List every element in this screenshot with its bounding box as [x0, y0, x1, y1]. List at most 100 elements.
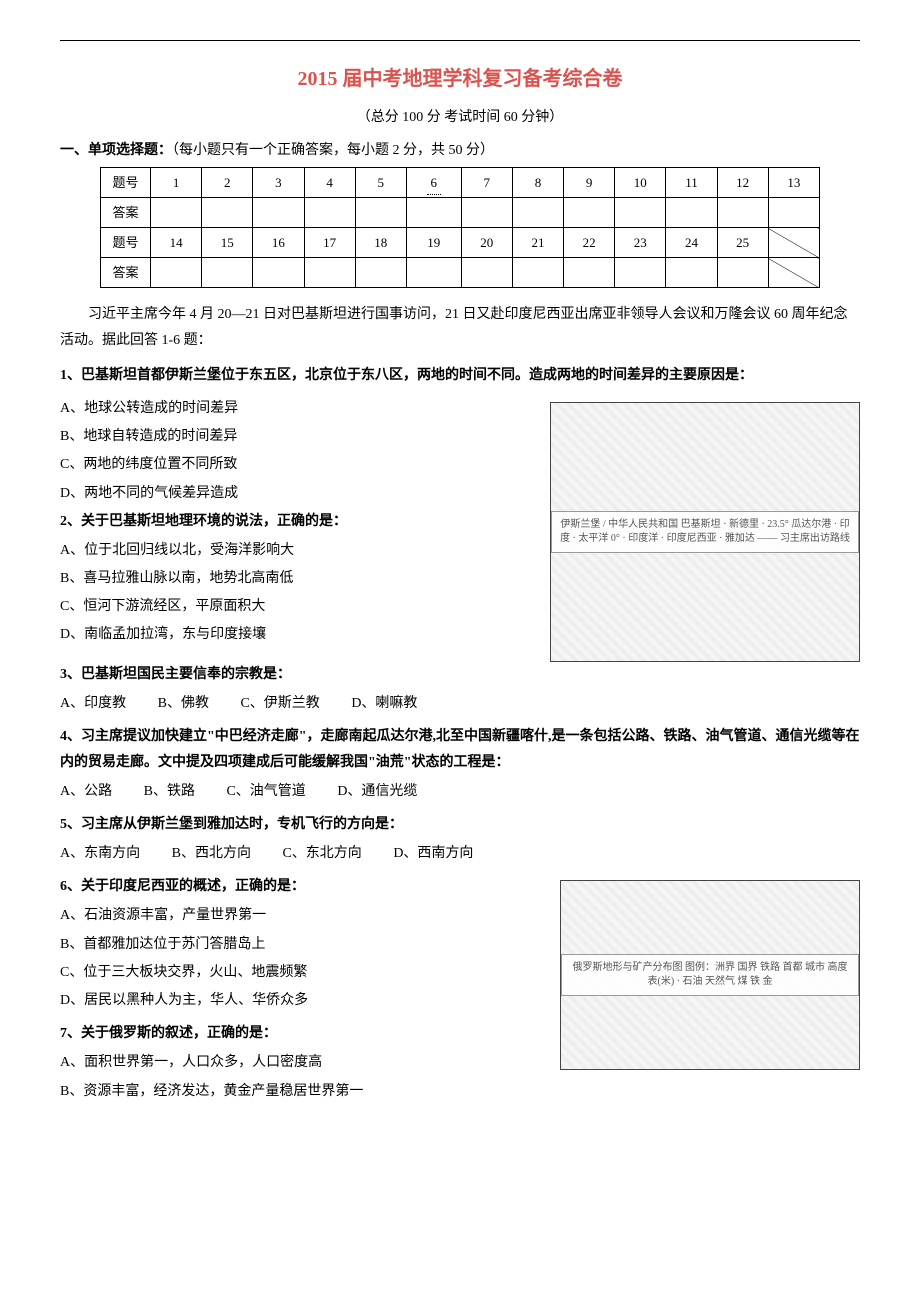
grid-cell: 24	[666, 228, 717, 258]
question-3: 3、巴基斯坦国民主要信奉的宗教是： A、印度教 B、佛教 C、伊斯兰教 D、喇嘛…	[60, 662, 860, 716]
q2-opt-a: A、位于北回归线以北，受海洋影响大	[60, 538, 538, 563]
q6-text: 6、关于印度尼西亚的概述，正确的是：	[60, 874, 548, 899]
grid-diag	[768, 258, 819, 288]
q5-opt-d: D、西南方向	[393, 841, 473, 866]
q2-opt-c: C、恒河下游流经区，平原面积大	[60, 594, 538, 619]
q7-text: 7、关于俄罗斯的叙述，正确的是：	[60, 1021, 548, 1046]
q3-opt-a: A、印度教	[60, 691, 126, 716]
grid-blank	[615, 258, 666, 288]
grid-cell: 18	[355, 228, 406, 258]
q1-q2-with-map: A、地球公转造成的时间差异 B、地球自转造成的时间差异 C、两地的纬度位置不同所…	[60, 396, 860, 662]
grid-cell: 1	[151, 168, 202, 198]
q1-opt-d: D、两地不同的气候差异造成	[60, 481, 538, 506]
q4-text: 4、习主席提议加快建立"中巴经济走廊"，走廊南起瓜达尔港,北至中国新疆喀什,是一…	[60, 724, 860, 774]
grid-cell: 13	[768, 168, 819, 198]
q4-options: A、公路 B、铁路 C、油气管道 D、通信光缆	[60, 779, 860, 804]
q3-opt-d: D、喇嘛教	[351, 691, 417, 716]
grid-blank	[461, 258, 512, 288]
grid-blank	[564, 198, 615, 228]
grid-blank	[253, 198, 304, 228]
question-4: 4、习主席提议加快建立"中巴经济走廊"，走廊南起瓜达尔港,北至中国新疆喀什,是一…	[60, 724, 860, 804]
top-rule	[60, 40, 860, 41]
grid-cell: 17	[304, 228, 355, 258]
grid-blank	[512, 258, 563, 288]
grid-cell: 22	[564, 228, 615, 258]
grid-blank	[717, 198, 768, 228]
grid-cell: 10	[615, 168, 666, 198]
q7-opt-b: B、资源丰富，经济发达，黄金产量稳居世界第一	[60, 1079, 548, 1104]
grid-cell: 14	[151, 228, 202, 258]
q5-options: A、东南方向 B、西北方向 C、东北方向 D、西南方向	[60, 841, 860, 866]
grid-blank	[461, 198, 512, 228]
question-2: 2、关于巴基斯坦地理环境的说法，正确的是： A、位于北回归线以北，受海洋影响大 …	[60, 509, 538, 648]
grid-cell: 21	[512, 228, 563, 258]
q3-text: 3、巴基斯坦国民主要信奉的宗教是：	[60, 662, 860, 687]
grid-label-q: 题号	[101, 228, 151, 258]
q1-opt-a: A、地球公转造成的时间差异	[60, 396, 538, 421]
grid-cell: 19	[406, 228, 461, 258]
passage-intro: 习近平主席今年 4 月 20—21 日对巴基斯坦进行国事访问，21 日又赴印度尼…	[60, 302, 860, 352]
question-7: 7、关于俄罗斯的叙述，正确的是： A、面积世界第一，人口众多，人口密度高 B、资…	[60, 1021, 548, 1104]
grid-blank	[666, 198, 717, 228]
map2-caption: 俄罗斯地形与矿产分布图 图例：洲界 国界 铁路 首都 城市 高度表(米) · 石…	[561, 954, 859, 996]
grid-blank	[564, 258, 615, 288]
grid-blank	[406, 198, 461, 228]
grid-blank	[202, 198, 253, 228]
q3-options: A、印度教 B、佛教 C、伊斯兰教 D、喇嘛教	[60, 691, 860, 716]
question-1: 1、巴基斯坦首都伊斯兰堡位于东五区，北京位于东八区，两地的时间不同。造成两地的时…	[60, 363, 860, 388]
map-russia: 俄罗斯地形与矿产分布图 图例：洲界 国界 铁路 首都 城市 高度表(米) · 石…	[560, 880, 860, 1070]
grid-cell: 8	[512, 168, 563, 198]
grid-label-q: 题号	[101, 168, 151, 198]
grid-blank	[304, 258, 355, 288]
grid-row-a2: 答案	[101, 258, 820, 288]
grid-blank	[253, 258, 304, 288]
grid-cell-6: 6	[427, 171, 441, 195]
grid-blank	[512, 198, 563, 228]
q5-opt-c: C、东北方向	[282, 841, 361, 866]
grid-row-a1: 答案	[101, 198, 820, 228]
q6-q7-with-map: 6、关于印度尼西亚的概述，正确的是： A、石油资源丰富，产量世界第一 B、首都雅…	[60, 874, 860, 1112]
grid-cell: 5	[355, 168, 406, 198]
grid-cell: 6	[406, 168, 461, 198]
exam-title: 2015 届中考地理学科复习备考综合卷	[60, 61, 860, 97]
grid-row-q2: 题号 14 15 16 17 18 19 20 21 22 23 24 25	[101, 228, 820, 258]
q5-text: 5、习主席从伊斯兰堡到雅加达时，专机飞行的方向是：	[60, 812, 860, 837]
grid-cell: 11	[666, 168, 717, 198]
grid-cell: 7	[461, 168, 512, 198]
q7-opt-a: A、面积世界第一，人口众多，人口密度高	[60, 1050, 548, 1075]
section-1-label: 一、单项选择题：	[60, 143, 172, 158]
grid-blank	[202, 258, 253, 288]
exam-subtitle: （总分 100 分 考试时间 60 分钟）	[60, 105, 860, 130]
grid-cell: 2	[202, 168, 253, 198]
q6-opt-d: D、居民以黑种人为主，华人、华侨众多	[60, 988, 548, 1013]
section-1-note: （每小题只有一个正确答案，每小题 2 分，共 50 分）	[172, 143, 494, 158]
grid-blank	[304, 198, 355, 228]
grid-blank	[151, 258, 202, 288]
q6-opt-a: A、石油资源丰富，产量世界第一	[60, 903, 548, 928]
grid-cell: 25	[717, 228, 768, 258]
grid-blank	[666, 258, 717, 288]
q4-opt-a: A、公路	[60, 779, 112, 804]
grid-diag	[768, 228, 819, 258]
map1-caption: 伊斯兰堡 / 中华人民共和国 巴基斯坦 · 新德里 · 23.5° 瓜达尔港 ·…	[551, 511, 859, 553]
grid-blank	[615, 198, 666, 228]
q1-text: 1、巴基斯坦首都伊斯兰堡位于东五区，北京位于东八区，两地的时间不同。造成两地的时…	[60, 363, 860, 388]
grid-blank	[355, 198, 406, 228]
grid-cell: 16	[253, 228, 304, 258]
grid-blank	[355, 258, 406, 288]
map-south-asia: 伊斯兰堡 / 中华人民共和国 巴基斯坦 · 新德里 · 23.5° 瓜达尔港 ·…	[550, 402, 860, 662]
grid-label-a: 答案	[101, 198, 151, 228]
grid-blank	[717, 258, 768, 288]
q4-opt-c: C、油气管道	[226, 779, 305, 804]
question-6: 6、关于印度尼西亚的概述，正确的是： A、石油资源丰富，产量世界第一 B、首都雅…	[60, 874, 548, 1013]
q2-opt-b: B、喜马拉雅山脉以南，地势北高南低	[60, 566, 538, 591]
q3-opt-b: B、佛教	[158, 691, 209, 716]
grid-row-q1: 题号 1 2 3 4 5 6 7 8 9 10 11 12 13	[101, 168, 820, 198]
grid-cell: 20	[461, 228, 512, 258]
grid-blank	[406, 258, 461, 288]
grid-cell: 23	[615, 228, 666, 258]
q2-opt-d: D、南临孟加拉湾，东与印度接壤	[60, 622, 538, 647]
grid-cell: 9	[564, 168, 615, 198]
q6-opt-b: B、首都雅加达位于苏门答腊岛上	[60, 932, 548, 957]
grid-blank	[768, 198, 819, 228]
